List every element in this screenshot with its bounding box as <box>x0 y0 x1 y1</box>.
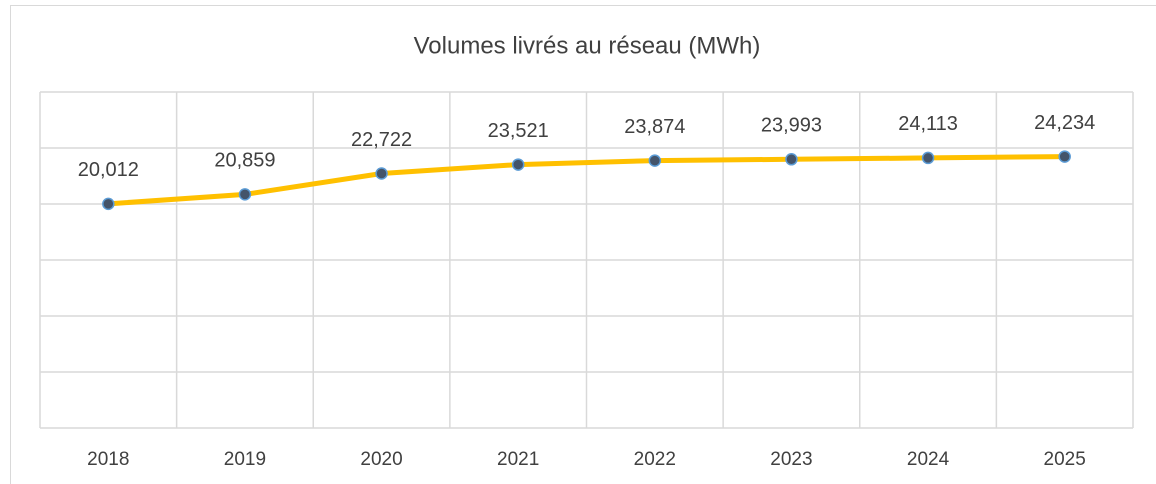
point-marker <box>102 197 115 211</box>
x-tick-label: 2019 <box>224 449 266 470</box>
data-label: 23,874 <box>624 116 685 138</box>
chart-title: Volumes livrés au réseau (MWh) <box>414 32 761 59</box>
data-label: 20,012 <box>78 159 139 181</box>
data-label: 23,993 <box>761 115 822 137</box>
point-marker <box>511 158 525 171</box>
point-marker <box>238 188 252 201</box>
data-label: 24,234 <box>1034 112 1095 134</box>
chart-frame <box>10 5 1156 484</box>
data-label: 24,113 <box>898 113 958 135</box>
x-tick-label: 2022 <box>634 449 676 470</box>
point-marker <box>1058 150 1071 163</box>
x-tick-label: 2020 <box>360 449 402 470</box>
point-marker <box>375 167 388 180</box>
x-tick-label: 2025 <box>1044 449 1086 470</box>
x-tick-label: 2018 <box>87 449 129 470</box>
data-label: 22,722 <box>351 129 412 151</box>
data-label: 23,521 <box>488 120 549 142</box>
x-tick-label: 2024 <box>907 449 950 470</box>
series-line <box>105 154 1068 207</box>
point-marker <box>921 151 935 165</box>
data-label: 20,859 <box>214 150 275 172</box>
x-tick-label: 2021 <box>497 449 539 470</box>
x-tick-label: 2023 <box>770 449 812 470</box>
point-marker <box>785 153 798 166</box>
point-marker <box>648 154 662 167</box>
